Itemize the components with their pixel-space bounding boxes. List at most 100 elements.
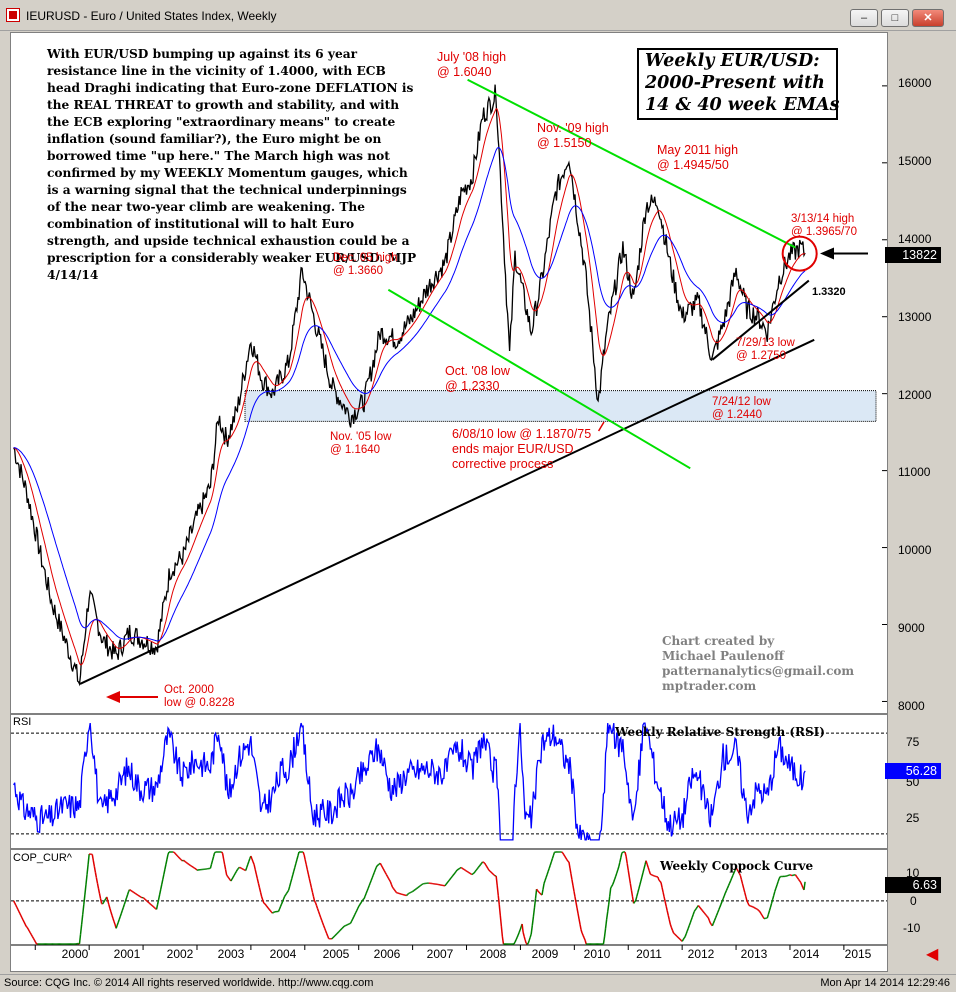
coppock-segment (761, 913, 762, 915)
coppock-segment (100, 894, 101, 899)
coppock-segment (376, 866, 377, 868)
coppock-segment (522, 924, 523, 932)
commentary-text: With EUR/USD bumping up against its 6 ye… (47, 46, 417, 284)
coppock-segment (691, 917, 692, 920)
coppock-segment (223, 853, 224, 859)
coppock-segment (539, 892, 540, 893)
coppock-segment (325, 928, 326, 931)
coppock-segment (255, 869, 256, 874)
coppock-segment (298, 852, 299, 856)
coppock-segment (731, 878, 732, 881)
coppock-segment (768, 911, 769, 915)
coppock-segment (729, 883, 730, 886)
coppock-segment (24, 922, 25, 924)
status-source: Source: CQG Inc. © 2014 All rights reser… (4, 977, 373, 989)
annotation-nov05: Nov. '05 low @ 1.1640 (330, 431, 391, 457)
scroll-right-arrow-icon[interactable]: ◀ (926, 947, 938, 963)
coppock-segment (663, 892, 664, 897)
coppock-segment (709, 920, 710, 923)
coppock-segment (422, 884, 423, 885)
coppock-segment (670, 924, 671, 927)
coppock-segment (693, 911, 694, 914)
coppock-segment (767, 914, 768, 918)
coppock-segment (305, 860, 306, 865)
coppock-segment (549, 865, 550, 868)
coppock-segment (643, 869, 644, 873)
coppock-segment (695, 909, 696, 910)
coppock-segment (448, 881, 449, 882)
coppock-segment (364, 896, 365, 899)
coppock-segment (762, 915, 763, 917)
coppock-segment (361, 901, 362, 903)
coppock-segment (492, 873, 493, 874)
annotation-mar14-line1: 3/13/14 high (791, 213, 857, 226)
coppock-segment (622, 852, 623, 853)
coppock-segment (717, 913, 718, 916)
coppock-segment (332, 938, 333, 939)
coppock-segment (392, 887, 393, 888)
coppock-segment (372, 875, 373, 878)
coppock-segment (719, 907, 720, 910)
coppock-segment (457, 869, 458, 870)
coppock-segment (353, 917, 354, 919)
coppock-segment (706, 915, 707, 916)
coppock-segment (124, 901, 125, 904)
coppock-segment (351, 921, 352, 923)
coppock-segment (360, 903, 361, 905)
coppock-segment (467, 871, 468, 872)
coppock-segment (644, 865, 645, 869)
coppock-segment (318, 909, 319, 912)
coppock-segment (582, 933, 583, 935)
coppock-segment (357, 908, 358, 910)
coppock-segment (486, 865, 487, 867)
coppock-segment (475, 870, 476, 871)
coppock-segment (635, 901, 636, 902)
coppock-segment (701, 909, 702, 910)
coppock-segment (151, 905, 152, 906)
coppock-segment (247, 865, 248, 868)
coppock-segment (684, 937, 685, 938)
coppock-segment (494, 875, 495, 876)
coppock-segment (698, 906, 699, 907)
coppock-segment (692, 914, 693, 917)
coppock-panel-title: Weekly Coppock Curve (660, 859, 813, 873)
coppock-segment (304, 855, 305, 860)
coppock-segment (159, 895, 160, 900)
annotation-oct08-line2: @ 1.2330 (445, 379, 510, 394)
coppock-segment (288, 890, 289, 892)
coppock-segment (703, 912, 704, 913)
coppock-segment (15, 903, 16, 905)
x-tick-label: 2008 (468, 947, 518, 961)
coppock-segment (290, 883, 291, 887)
credit-line-1: Chart created by (662, 634, 854, 649)
coppock-segment (660, 881, 661, 882)
coppock-segment (665, 902, 666, 907)
coppock-segment (550, 862, 551, 865)
coppock-segment (175, 854, 176, 855)
coppock-segment (343, 926, 344, 927)
coppock-segment (260, 888, 261, 893)
coppock-segment (540, 893, 541, 894)
annotation-jul13-line2: @ 1.2750 (736, 350, 795, 363)
annotation-jul12-line1: 7/24/12 low (712, 396, 771, 409)
coppock-segment (83, 905, 84, 915)
coppock-segment (387, 876, 388, 878)
coppock-segment (533, 908, 534, 917)
chart-title-line-2: 2000-Present with (639, 72, 836, 94)
coppock-segment (487, 867, 488, 869)
coppock-segment (177, 856, 178, 857)
coppock-segment (563, 853, 564, 855)
coppock-segment (714, 918, 715, 921)
coppock-segment (92, 854, 93, 860)
coppock-segment (615, 876, 616, 879)
coppock-segment (137, 894, 138, 895)
coppock-segment (446, 883, 447, 884)
coppock-segment (378, 864, 379, 865)
coppock-segment (283, 899, 284, 902)
coppock-segment (532, 917, 533, 926)
coppock-segment (462, 868, 463, 869)
coppock-segment (308, 874, 309, 879)
coppock-segment (631, 890, 632, 897)
coppock-segment (775, 888, 776, 891)
coppock-segment (370, 881, 371, 884)
